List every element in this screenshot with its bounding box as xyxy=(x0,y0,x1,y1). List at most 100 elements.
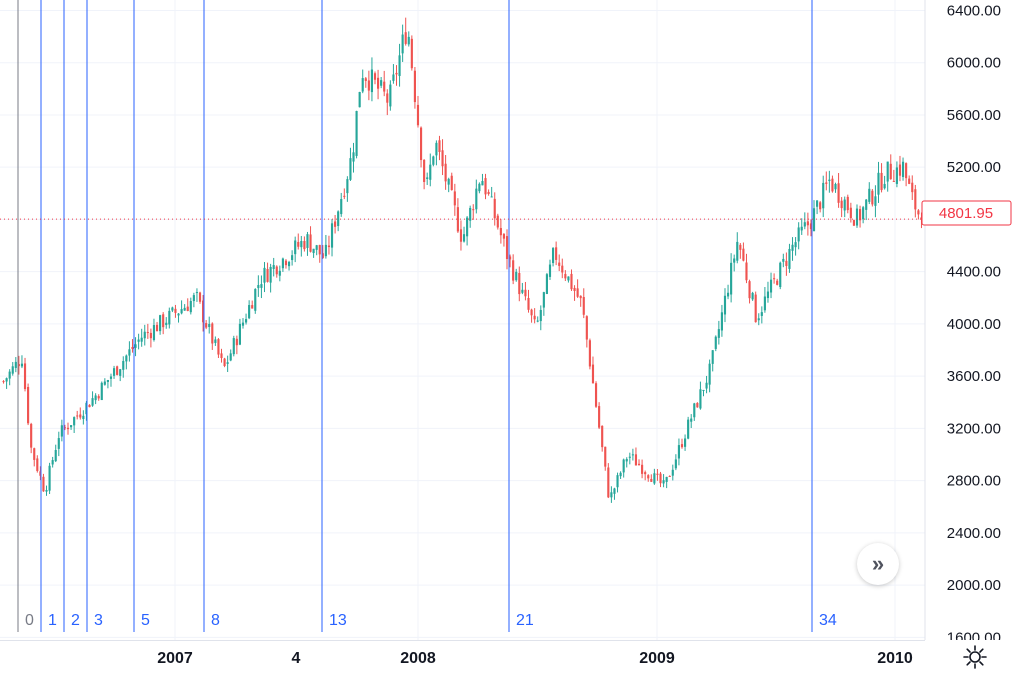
candle-body xyxy=(334,221,337,227)
candle-body xyxy=(622,459,625,473)
candle-body xyxy=(693,403,696,418)
candle-body xyxy=(892,180,895,182)
candle-body xyxy=(88,404,91,408)
candle-body xyxy=(324,244,327,257)
candle-body xyxy=(202,300,205,323)
candle-body xyxy=(300,240,303,248)
candle-body xyxy=(398,55,401,76)
candle-body xyxy=(257,285,260,289)
gear-icon[interactable] xyxy=(962,644,988,670)
candle-body xyxy=(238,323,241,345)
candle-body xyxy=(355,110,358,156)
candle-body xyxy=(330,223,334,248)
candle-body xyxy=(149,332,152,339)
candle-body xyxy=(469,207,472,221)
candle-body xyxy=(106,379,109,382)
price-tick-label: 3600.00 xyxy=(947,368,1001,385)
candle-body xyxy=(613,488,616,494)
last-price-label-box xyxy=(921,200,1012,226)
candle-body xyxy=(303,240,306,250)
candle-body xyxy=(42,476,45,492)
candle-body xyxy=(862,207,865,220)
fib-time-zones[interactable]: 0 1 2 3 5 8 13 21 34 xyxy=(17,0,837,632)
candle-body xyxy=(650,478,653,482)
candle-body xyxy=(843,199,846,211)
price-tick-label: 4000.00 xyxy=(947,316,1001,333)
candle-body xyxy=(266,268,269,282)
candle-body xyxy=(717,329,720,338)
candle-body xyxy=(389,84,392,107)
candle-body xyxy=(794,242,797,248)
fib-zone-label-34: 34 xyxy=(819,612,837,629)
candle-body xyxy=(361,78,364,92)
candle-body xyxy=(763,296,766,311)
scroll-to-realtime-button[interactable]: » xyxy=(857,543,899,585)
price-tick-label: 2000.00 xyxy=(947,577,1001,594)
fib-zone-label-0: 0 xyxy=(25,612,34,629)
candle-body xyxy=(505,236,509,260)
candle-body xyxy=(880,172,883,191)
candle-body xyxy=(152,325,156,340)
candle-body xyxy=(404,32,407,44)
candle-body xyxy=(54,450,57,462)
candle-body xyxy=(79,414,82,418)
price-tick-label: 4400.00 xyxy=(947,264,1001,281)
candle-body xyxy=(852,220,855,226)
price-tick-label: 2400.00 xyxy=(947,525,1001,542)
candle-body xyxy=(386,93,389,103)
candle-body xyxy=(447,178,450,185)
candle-body xyxy=(275,266,278,275)
candle-body xyxy=(671,469,674,476)
candle-body xyxy=(733,258,736,263)
candle-body xyxy=(30,423,33,448)
price-axis[interactable]: 6400.006000.005600.005200.004800.004400.… xyxy=(947,2,1001,640)
candle-body xyxy=(297,241,300,247)
price-tick-label: 5200.00 xyxy=(947,159,1001,176)
candle-body xyxy=(816,200,819,207)
candle-body xyxy=(14,361,17,368)
candle-body xyxy=(426,177,429,179)
candle-body xyxy=(708,363,711,385)
candle-body xyxy=(745,262,748,281)
candle-body xyxy=(585,316,588,340)
candle-body xyxy=(459,229,463,242)
candle-body xyxy=(687,419,690,439)
fib-zone-label-8: 8 xyxy=(211,612,220,629)
candle-body xyxy=(195,292,199,294)
candle-body xyxy=(48,465,51,491)
candle-body xyxy=(656,473,659,475)
candle-body xyxy=(284,260,288,266)
candle-body xyxy=(487,191,490,194)
grid xyxy=(0,0,925,640)
candle-body xyxy=(604,446,607,467)
candle-body xyxy=(625,459,628,462)
candle-body xyxy=(410,38,413,69)
candle-body xyxy=(754,294,757,323)
candle-body xyxy=(57,438,60,449)
candle-body xyxy=(383,81,386,92)
candle-body xyxy=(419,127,423,161)
candle-body xyxy=(726,292,730,297)
fib-zone-label-13: 13 xyxy=(329,612,347,629)
price-pane[interactable]: 0 1 2 3 5 8 13 21 34 6400.00 6000.00 5600.00 5200.0… xyxy=(0,0,1015,640)
candle-body xyxy=(631,454,634,456)
candle-body xyxy=(684,438,687,447)
candle-body xyxy=(453,191,456,206)
time-label-4: 4 xyxy=(291,650,301,667)
candle-body xyxy=(155,324,159,332)
candle-body xyxy=(450,175,453,191)
candle-body xyxy=(244,319,248,323)
candle-body xyxy=(788,248,791,269)
candle-body xyxy=(407,36,410,45)
candle-body xyxy=(555,247,558,260)
candle-body xyxy=(220,353,223,359)
candle-body xyxy=(760,312,763,316)
candle-body xyxy=(70,425,73,428)
time-axis[interactable]: 2007 4 2008 2009 2010 xyxy=(0,640,925,674)
candle-body xyxy=(432,156,435,165)
candle-body xyxy=(475,188,478,210)
candle-body xyxy=(812,208,816,232)
candle-body xyxy=(85,402,88,415)
candle-body xyxy=(530,309,533,316)
